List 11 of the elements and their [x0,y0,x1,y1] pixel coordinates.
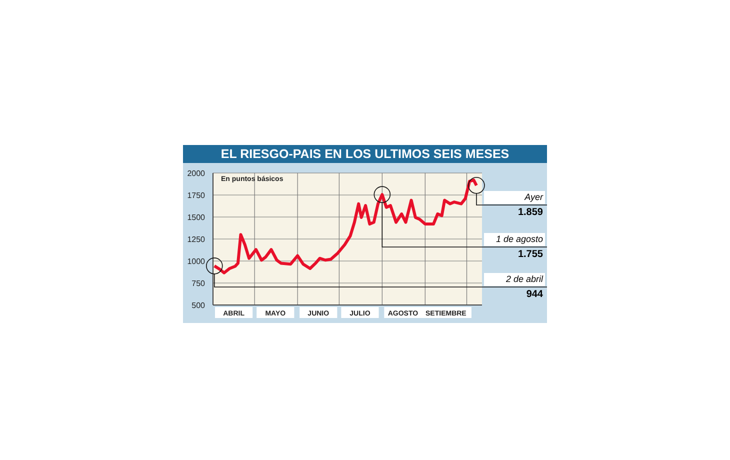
annotation: 1 de agosto 1.755 [494,233,544,260]
y-tick-label: 750 [192,278,206,288]
annotation: Ayer 1.859 [516,191,544,218]
y-tick-label: 1750 [187,190,206,200]
y-tick-label: 1000 [187,256,206,266]
y-tick-label: 1250 [187,234,206,244]
y-tick-label: 2000 [187,168,206,178]
chart-title: EL RIESGO-PAIS EN LOS ULTIMOS SEIS MESES [183,145,547,163]
y-tick-label: 500 [192,300,206,310]
annotation: 2 de abril 944 [504,273,544,300]
y-tick-label: 1500 [187,212,206,222]
